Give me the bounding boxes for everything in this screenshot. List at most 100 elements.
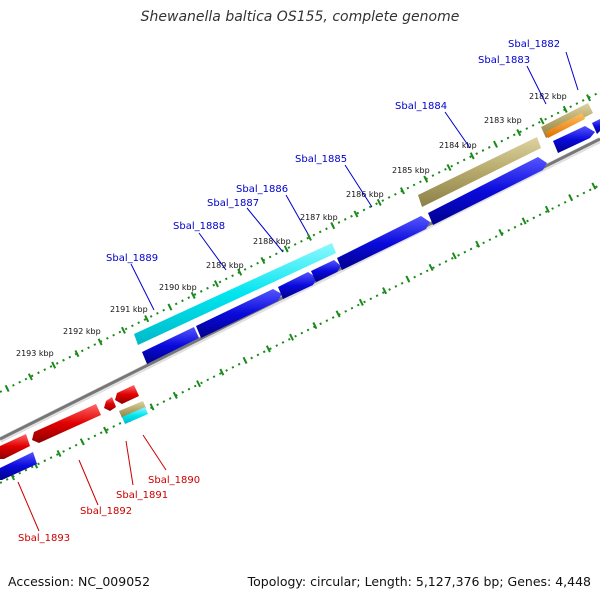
tick-mark bbox=[469, 152, 475, 160]
tick-mark bbox=[544, 205, 550, 213]
forward-leader-lines bbox=[130, 51, 579, 311]
kbp-label: 2191 kbp bbox=[110, 305, 148, 314]
kbp-label: 2189 kbp bbox=[206, 261, 244, 270]
gene-label-sbal-1892[interactable]: Sbal_1892 bbox=[80, 506, 132, 517]
tick-mark bbox=[237, 268, 243, 276]
tick-mark bbox=[446, 163, 452, 172]
tick-mark bbox=[4, 384, 10, 393]
feature-bar-orange bbox=[545, 113, 585, 138]
tick-mark bbox=[79, 438, 85, 446]
feature-bar-khaki bbox=[418, 137, 541, 207]
tick-mark bbox=[265, 345, 271, 353]
tick-mark bbox=[172, 391, 178, 399]
tick-mark bbox=[562, 105, 568, 113]
feature-bar-cyan-reverse bbox=[122, 407, 148, 424]
tick-mark bbox=[103, 426, 108, 434]
cds-arrow bbox=[337, 216, 430, 270]
gene-label-sbal-1887[interactable]: Sbal_1887 bbox=[207, 198, 259, 209]
feature-bar-cyan bbox=[134, 243, 336, 345]
tick-mark bbox=[498, 228, 504, 237]
gene-label-sbal-1888[interactable]: Sbal_1888 bbox=[173, 221, 225, 232]
accession-label: Accession: NC_009052 bbox=[8, 574, 151, 589]
tick-mark bbox=[400, 187, 405, 195]
gene-label-sbal-1883[interactable]: Sbal_1883 bbox=[478, 55, 530, 66]
tick-mark bbox=[167, 303, 173, 311]
tick-mark bbox=[289, 333, 294, 341]
tick-mark bbox=[312, 322, 318, 330]
cds-arrow bbox=[142, 327, 199, 364]
kbp-label: 2182 kbp bbox=[529, 92, 567, 101]
tick-mark bbox=[335, 310, 341, 318]
forward-cds-track bbox=[0, 119, 600, 480]
tick-mark bbox=[121, 326, 126, 334]
kbp-label: 2192 kbp bbox=[63, 327, 101, 336]
gene-label-sbal-1884[interactable]: Sbal_1884 bbox=[395, 101, 447, 112]
cds-arrow bbox=[32, 404, 101, 443]
tick-mark bbox=[493, 140, 498, 148]
kbp-labels: 2182 kbp 2183 kbp 2184 kbp 2185 kbp 2186… bbox=[16, 92, 567, 358]
kbp-label: 2188 kbp bbox=[253, 237, 291, 246]
kbp-label: 2184 kbp bbox=[439, 141, 477, 150]
tick-mark bbox=[260, 256, 266, 265]
genome-summary: Topology: circular; Length: 5,127,376 bp… bbox=[247, 574, 591, 589]
cds-arrow bbox=[428, 157, 547, 225]
gene-label-sbal-1890[interactable]: Sbal_1890 bbox=[148, 475, 200, 486]
cds-arrow bbox=[196, 289, 282, 338]
tick-mark bbox=[358, 298, 364, 306]
cds-arrow bbox=[104, 397, 116, 411]
forward-gene-labels: Sbal_1882 Sbal_1883 Sbal_1884 Sbal_1885 … bbox=[106, 39, 560, 264]
gene-label-sbal-1891[interactable]: Sbal_1891 bbox=[116, 490, 168, 501]
tick-mark bbox=[51, 361, 57, 369]
kbp-label: 2193 kbp bbox=[16, 349, 54, 358]
cds-arrow bbox=[0, 452, 37, 480]
kbp-label: 2183 kbp bbox=[484, 116, 522, 125]
gene-label-sbal-1885[interactable]: Sbal_1885 bbox=[295, 154, 347, 165]
outer-tick-marks bbox=[4, 94, 591, 393]
reverse-cds-track bbox=[0, 385, 139, 459]
tick-mark bbox=[307, 233, 312, 241]
tick-mark bbox=[521, 217, 527, 225]
gene-label-sbal-1893[interactable]: Sbal_1893 bbox=[18, 533, 70, 544]
cds-arrow bbox=[311, 260, 341, 282]
tick-mark bbox=[56, 449, 62, 458]
reverse-leader-lines bbox=[17, 434, 167, 532]
feature-bar-khaki-reverse bbox=[119, 401, 146, 418]
cds-arrow bbox=[553, 126, 595, 153]
tick-mark bbox=[539, 117, 545, 125]
cds-arrow bbox=[592, 119, 600, 134]
tick-mark bbox=[74, 349, 80, 358]
tick-mark bbox=[382, 287, 388, 295]
tick-mark bbox=[423, 175, 429, 183]
kbp-label: 2187 kbp bbox=[300, 213, 338, 222]
tick-mark bbox=[219, 368, 225, 376]
tick-mark bbox=[149, 403, 155, 411]
tick-mark bbox=[405, 275, 411, 283]
tick-mark bbox=[283, 245, 289, 253]
tick-mark bbox=[97, 338, 103, 346]
tick-mark bbox=[214, 280, 219, 288]
tick-mark bbox=[353, 210, 359, 218]
kbp-label: 2186 kbp bbox=[346, 190, 384, 199]
reverse-gene-labels: Sbal_1890 Sbal_1891 Sbal_1892 Sbal_1893 bbox=[18, 475, 200, 544]
tick-mark bbox=[196, 380, 201, 388]
tick-mark bbox=[330, 222, 336, 230]
gene-label-sbal-1886[interactable]: Sbal_1886 bbox=[236, 184, 288, 195]
tick-mark bbox=[591, 182, 597, 190]
gene-label-sbal-1882[interactable]: Sbal_1882 bbox=[508, 39, 560, 50]
tick-mark bbox=[586, 94, 591, 102]
map-title: Shewanella baltica OS155, complete genom… bbox=[140, 9, 460, 25]
cds-arrow bbox=[115, 385, 139, 404]
gene-label-sbal-1889[interactable]: Sbal_1889 bbox=[106, 253, 158, 264]
tick-mark bbox=[516, 129, 522, 137]
tick-mark bbox=[451, 252, 457, 260]
tick-mark bbox=[376, 198, 382, 206]
tick-mark bbox=[428, 263, 434, 272]
cds-arrow bbox=[278, 272, 317, 299]
tick-mark bbox=[242, 356, 248, 365]
tick-mark bbox=[27, 373, 33, 381]
kbp-label: 2190 kbp bbox=[159, 283, 197, 292]
tick-mark bbox=[568, 194, 574, 202]
cds-arrow bbox=[0, 434, 30, 459]
tick-mark bbox=[190, 291, 196, 299]
